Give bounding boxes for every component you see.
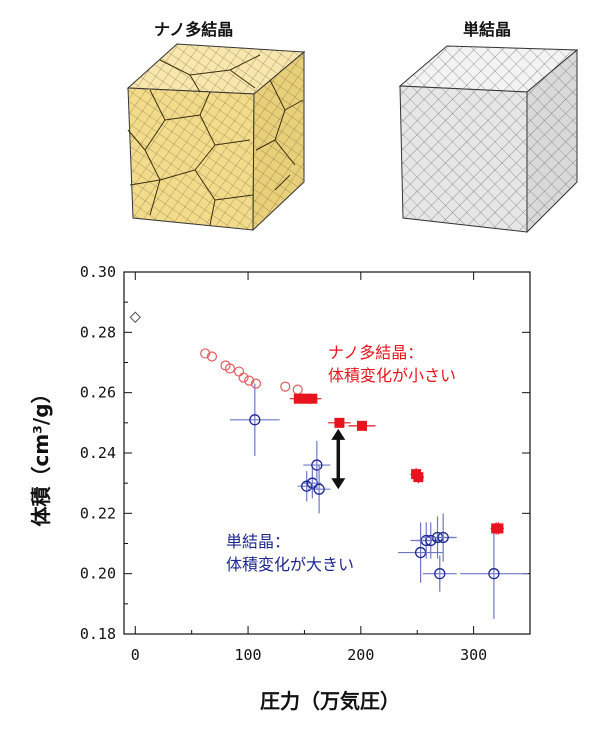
nano-open-point [200, 348, 211, 359]
y-tick-label: 0.28 [80, 323, 116, 341]
single-crystal-point [488, 568, 500, 580]
nano-open-point [250, 378, 262, 389]
ambient-diamond [129, 311, 141, 323]
nano-filled-point [334, 417, 345, 428]
single-crystal-point [311, 459, 323, 471]
nano-polycrystal-cube [126, 43, 306, 232]
single-crystal-point [425, 534, 437, 547]
single-crystal-point [437, 531, 449, 544]
volume-pressure-chart: 0.180.200.220.240.260.280.30 0 100 200 300 … [29, 263, 531, 713]
nano-open-point [280, 381, 291, 392]
nano-open-point [292, 384, 303, 395]
x-tick-label: 300 [460, 646, 487, 664]
ambient-pressure-point [129, 311, 141, 323]
y-axis-ticks: 0.18 0.20 0.22 0.24 0.26 0.28 0.30 [80, 263, 530, 643]
x-axis-ticks: 0 100 200 300 [131, 272, 487, 664]
y-tick-label: 0.20 [80, 565, 116, 583]
cube-illustrations [126, 43, 579, 234]
nano-open-point [206, 351, 218, 362]
nano-open-point [244, 375, 255, 386]
y-tick-label: 0.18 [80, 625, 116, 643]
single-crystal-point [313, 483, 325, 495]
x-tick-label: 0 [131, 646, 140, 664]
volume-difference-arrow [331, 428, 346, 490]
single-annotation-line2: 体積変化が大きい [226, 555, 354, 574]
x-axis-label: 圧力（万気圧） [260, 689, 400, 713]
nano-annotation-line2: 体積変化が小さい [328, 366, 456, 385]
arrow-head-up [331, 428, 346, 440]
nano-filled-point [307, 393, 318, 404]
single-crystal-point [249, 414, 261, 426]
nano-filled-point [356, 420, 367, 431]
nano-open-point [224, 363, 236, 374]
y-tick-label: 0.22 [80, 504, 116, 522]
nano-polycrystal-label: ナノ多結晶 [154, 20, 234, 39]
x-tick-label: 100 [235, 646, 262, 664]
single-crystal-series [230, 383, 528, 619]
single-annotation-line1: 単結晶： [226, 532, 290, 551]
single-crystal-point [414, 546, 427, 559]
nano-filled-point [413, 472, 424, 483]
y-axis-label: 体積（cm³/g） [29, 383, 53, 526]
single-crystal-cube [398, 45, 579, 234]
single-crystal-label: 単結晶 [463, 20, 512, 39]
y-tick-label: 0.24 [80, 444, 116, 462]
x-tick-label: 200 [347, 646, 374, 664]
plot-frame [123, 271, 531, 635]
nano-open-point [238, 372, 249, 383]
y-tick-label: 0.26 [80, 384, 116, 402]
single-crystal-point [434, 568, 446, 580]
nano-filled-point [493, 523, 504, 534]
arrow-head-down [331, 478, 346, 490]
single-crystal-point [301, 480, 313, 492]
nano-polycrystal-series [200, 348, 505, 535]
nano-open-point [233, 366, 245, 377]
nano-annotation-line1: ナノ多結晶： [328, 343, 423, 362]
y-tick-label: 0.30 [80, 263, 116, 281]
